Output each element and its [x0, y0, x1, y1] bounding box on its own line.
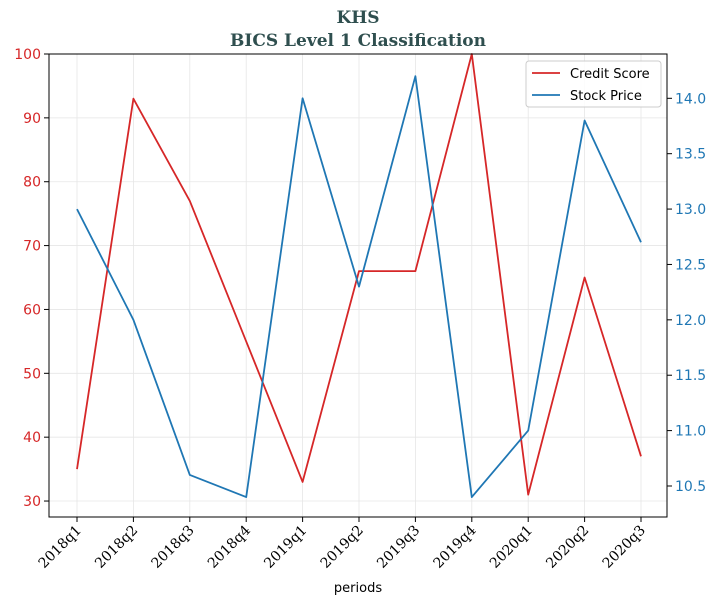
y-left-tick-label: 60: [23, 302, 41, 318]
chart-title: KHS: [336, 8, 379, 28]
plot-frame: [48, 53, 668, 518]
y-left-tick-label: 90: [23, 111, 41, 127]
y-right-tick-label: 10.5: [675, 479, 706, 495]
y-right-tick-label: 13.0: [675, 202, 706, 218]
left-axis: 30 40 50 60 70 80 90 100: [14, 47, 49, 510]
y-left-tick-label: 30: [23, 494, 41, 510]
x-tick-label: 2020q2: [543, 523, 592, 572]
x-tick-label: 2018q3: [148, 523, 197, 572]
x-tick-label: 2020q3: [600, 523, 649, 572]
y-left-tick-label: 70: [23, 239, 41, 255]
x-tick-label: 2018q2: [92, 523, 141, 572]
y-right-tick-label: 12.0: [675, 313, 706, 329]
x-axis-label: periods: [334, 581, 382, 596]
plot-lines: [76, 53, 642, 499]
legend-label-credit-score: Credit Score: [570, 67, 650, 82]
y-left-tick-label: 40: [23, 430, 41, 446]
chart-subtitle: BICS Level 1 Classification: [230, 31, 486, 51]
x-tick-label: 2018q1: [36, 523, 85, 572]
right-axis: 10.5 11.0 11.5 12.0 12.5 13.0 13.5 14.0: [667, 91, 706, 495]
series-line-credit-score: [76, 53, 642, 496]
x-tick-label: 2019q1: [261, 523, 310, 572]
x-tick-label: 2019q4: [430, 522, 479, 571]
x-axis: 2018q1 2018q2 2018q3 2018q4 2019q1 2019q2 2019…: [36, 517, 649, 572]
y-left-tick-label: 50: [23, 366, 41, 382]
y-left-tick-label: 80: [23, 175, 41, 191]
y-right-tick-label: 11.0: [675, 424, 706, 440]
y-left-tick-label: 100: [14, 47, 41, 63]
x-tick-label: 2019q3: [374, 523, 423, 572]
legend: Credit Score Stock Price: [525, 60, 662, 108]
x-tick-label: 2019q2: [318, 523, 367, 572]
y-right-tick-label: 14.0: [675, 91, 706, 107]
series-line-stock-price: [76, 75, 642, 499]
grid: [49, 53, 667, 517]
y-right-tick-label: 13.5: [675, 147, 706, 163]
x-tick-label: 2020q1: [487, 523, 536, 572]
y-right-tick-label: 12.5: [675, 257, 706, 273]
y-right-tick-label: 11.5: [675, 368, 706, 384]
x-tick-label: 2018q4: [205, 522, 254, 571]
legend-label-stock-price: Stock Price: [570, 89, 642, 104]
